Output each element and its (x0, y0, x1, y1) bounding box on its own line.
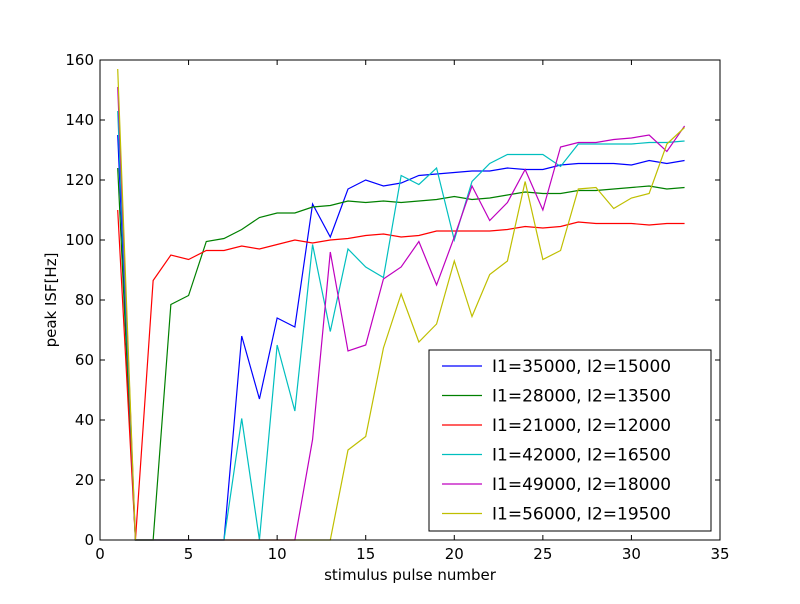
y-axis-label: peak ISF[Hz] (42, 253, 60, 348)
y-tick-label: 140 (65, 111, 94, 129)
legend: I1=35000, I2=15000 I1=28000, I2=13500 I1=2… (428, 349, 712, 532)
y-tick-label: 60 (75, 351, 94, 369)
series-line-2 (117, 167, 685, 541)
ticks-layer: 0 5 10 15 20 25 30 35 0 20 40 60 80 100 120 140 160 (65, 51, 729, 563)
y-tick-label: 160 (65, 51, 94, 69)
legend-entry: I1=28000, I2=13500 (492, 387, 671, 407)
legend-entry: I1=21000, I2=12000 (492, 416, 671, 436)
x-tick-label: 0 (95, 545, 105, 563)
x-tick-label: 20 (445, 545, 464, 563)
y-tick-label: 40 (75, 411, 94, 429)
y-tick-label: 0 (84, 531, 94, 549)
x-tick-label: 15 (356, 545, 375, 563)
x-tick-label: 10 (268, 545, 287, 563)
y-tick-label: 100 (65, 231, 94, 249)
legend-entry: I1=42000, I2=16500 (492, 446, 671, 466)
x-tick-label: 35 (710, 545, 729, 563)
x-tick-label: 25 (533, 545, 552, 563)
x-tick-label: 30 (622, 545, 641, 563)
y-tick-label: 120 (65, 171, 94, 189)
series-line-3 (117, 209, 685, 541)
legend-box (428, 349, 712, 532)
y-tick-label: 80 (75, 291, 94, 309)
x-tick-label: 5 (184, 545, 194, 563)
legend-entry: I1=49000, I2=18000 (492, 475, 671, 495)
legend-entry: I1=56000, I2=19500 (492, 505, 671, 525)
x-axis-label: stimulus pulse number (324, 566, 497, 584)
legend-entry: I1=35000, I2=15000 (492, 357, 671, 377)
y-tick-label: 20 (75, 471, 94, 489)
